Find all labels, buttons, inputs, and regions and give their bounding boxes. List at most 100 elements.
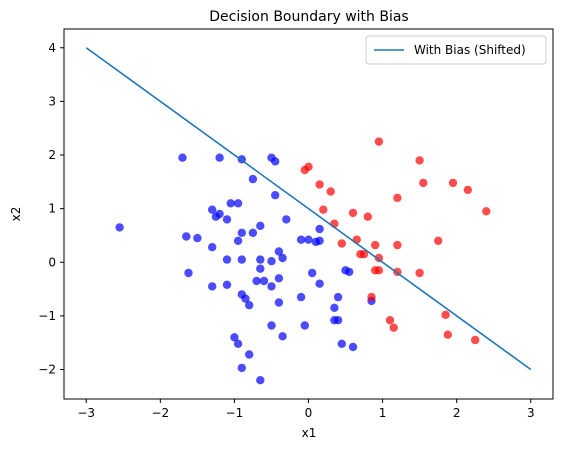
x-tick-label: 1 [379, 406, 387, 420]
red-point [374, 137, 384, 146]
y-tick-label: −1 [38, 309, 56, 323]
red-point [374, 266, 384, 275]
blue-point [296, 292, 306, 302]
blue-point [230, 333, 239, 342]
blue-point [337, 339, 346, 348]
blue-point [222, 255, 232, 264]
y-tick-label: 3 [48, 94, 56, 108]
x-tick-label: 2 [453, 406, 461, 420]
blue-point [211, 212, 221, 221]
blue-point [256, 264, 265, 273]
blue-point [315, 279, 324, 288]
legend-box [365, 35, 547, 65]
x-tick-label: −1 [226, 406, 244, 420]
red-point [463, 185, 472, 195]
red-point [367, 292, 376, 302]
blue-point [333, 316, 343, 325]
blue-point [256, 376, 265, 385]
red-point [385, 316, 395, 325]
x-tick-label: 3 [527, 406, 535, 420]
y-axis: −2 −1 0 1 2 3 4 [38, 41, 64, 377]
blue-point [237, 228, 246, 237]
plot-area [85, 47, 532, 385]
blue-point [267, 257, 276, 266]
red-point [371, 240, 380, 250]
blue-point [315, 236, 324, 245]
red-point [300, 165, 309, 175]
decision-boundary-line [85, 47, 532, 371]
legend: With Bias (Shifted) [365, 35, 547, 65]
y-tick-label: 4 [48, 41, 56, 55]
red-point [315, 180, 324, 189]
blue-point [245, 301, 254, 310]
blue-point [256, 221, 265, 230]
blue-point [278, 332, 287, 341]
blue-point [348, 342, 358, 352]
blue-point [333, 292, 343, 302]
blue-point [193, 233, 202, 243]
x-axis: −3 −2 −1 0 1 2 3 [77, 399, 535, 420]
red-point [393, 193, 402, 203]
red-point [389, 323, 398, 332]
blue-point [178, 153, 187, 162]
blue-point [208, 205, 217, 214]
blue-point [274, 274, 284, 283]
y-axis-label: x2 [9, 207, 23, 222]
blue-point [259, 276, 269, 286]
red-point [348, 208, 358, 218]
blue-point [300, 321, 309, 330]
blue-point [233, 339, 243, 348]
blue-point [208, 243, 217, 252]
blue-point [233, 236, 243, 245]
blue-point [267, 282, 276, 291]
red-point [374, 253, 384, 263]
red-point [434, 236, 443, 245]
blue-point [304, 235, 313, 244]
blue-point [274, 298, 284, 307]
blue-point [248, 174, 258, 184]
red-point [319, 205, 328, 214]
red-point [415, 268, 424, 278]
chart-title: Decision Boundary with Bias [209, 9, 408, 25]
blue-point [222, 215, 232, 224]
y-tick-label: 1 [48, 202, 56, 216]
blue-point [274, 247, 284, 256]
red-point [443, 330, 452, 339]
blue-point [241, 294, 250, 303]
blue-point [267, 321, 276, 330]
red-point [415, 156, 424, 165]
blue-point [282, 215, 291, 224]
blue-point [208, 282, 217, 291]
blue-point [315, 224, 324, 234]
blue-point [115, 223, 124, 232]
blue-point [182, 232, 191, 241]
red-point [326, 187, 335, 196]
blue-point [184, 268, 193, 278]
blue-point [245, 350, 254, 359]
blue-point [215, 153, 224, 162]
y-tick-label: 0 [48, 255, 56, 269]
red-point [441, 310, 450, 319]
blue-point [233, 199, 243, 208]
blue-point [226, 199, 235, 208]
blue-point [278, 253, 287, 263]
red-point [419, 178, 428, 188]
blue-point [237, 255, 246, 264]
blue-point [252, 276, 261, 286]
blue-point [271, 157, 280, 166]
blue-point [222, 280, 232, 289]
y-tick-label: 2 [48, 148, 56, 162]
red-point [363, 212, 372, 221]
red-point [471, 335, 480, 345]
legend-label: With Bias (Shifted) [414, 43, 526, 57]
x-tick-label: 0 [305, 406, 313, 420]
blue-point [237, 363, 246, 373]
y-tick-label: −2 [38, 363, 56, 377]
x-axis-label: x1 [302, 426, 317, 440]
blue-point [308, 268, 317, 278]
red-point [393, 240, 402, 250]
blue-point [345, 267, 354, 277]
red-point [448, 178, 458, 188]
blue-point [330, 303, 339, 312]
